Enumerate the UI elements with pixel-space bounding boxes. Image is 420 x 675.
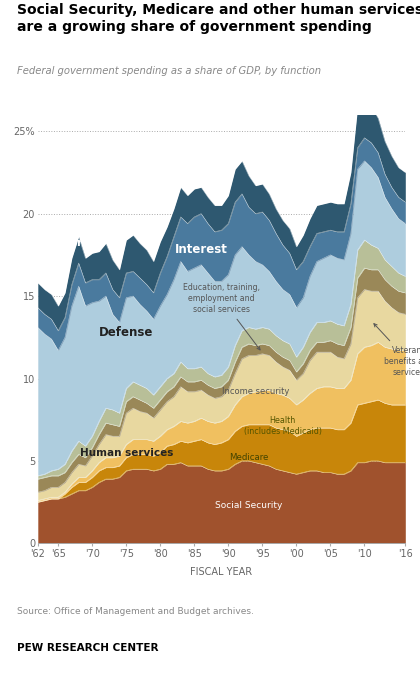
Text: PEW RESEARCH CENTER: PEW RESEARCH CENTER	[17, 643, 158, 653]
Text: Veterans
benefits and
services: Veterans benefits and services	[374, 323, 420, 377]
Text: Other: Other	[47, 238, 83, 248]
Text: Social Security: Social Security	[215, 501, 283, 510]
Text: Education, training,
employment and
social services: Education, training, employment and soci…	[183, 283, 260, 350]
Text: Health
(includes Medicaid): Health (includes Medicaid)	[244, 416, 322, 436]
X-axis label: FISCAL YEAR: FISCAL YEAR	[191, 567, 252, 577]
Text: Source: Office of Management and Budget archives.: Source: Office of Management and Budget …	[17, 608, 254, 616]
Text: Medicare: Medicare	[229, 453, 268, 462]
Text: Human services: Human services	[79, 448, 173, 458]
Text: Income security: Income security	[222, 387, 289, 396]
Text: Defense: Defense	[99, 326, 153, 339]
Text: Social Security, Medicare and other human services
are a growing share of govern: Social Security, Medicare and other huma…	[17, 3, 420, 34]
Text: Federal government spending as a share of GDP, by function: Federal government spending as a share o…	[17, 66, 321, 76]
Text: Interest: Interest	[175, 244, 228, 256]
